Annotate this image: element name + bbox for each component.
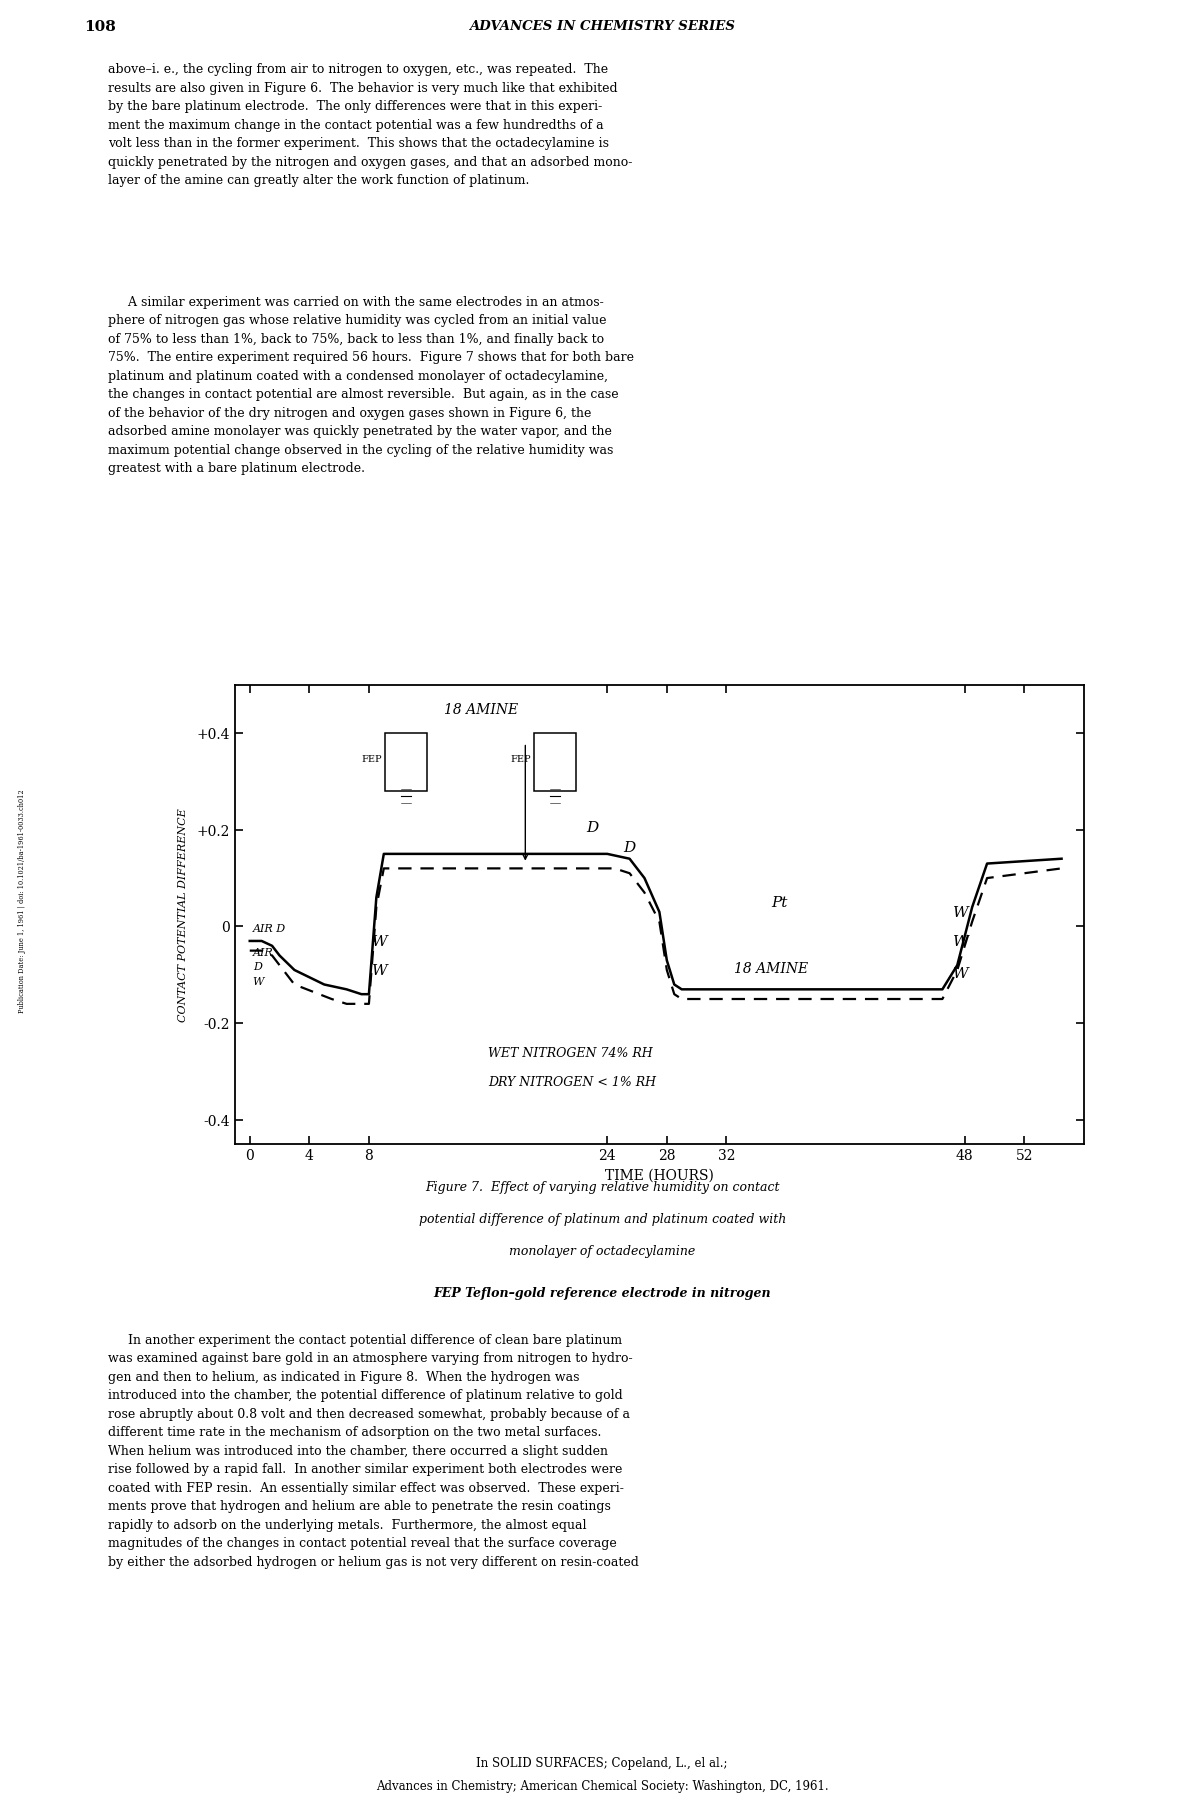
Text: V: V	[551, 778, 559, 787]
Text: In SOLID SURFACES; Copeland, L., el al.;: In SOLID SURFACES; Copeland, L., el al.;	[477, 1757, 727, 1770]
Text: D: D	[586, 822, 598, 836]
Text: D: D	[624, 842, 636, 854]
Text: above–i. e., the cycling from air to nitrogen to oxygen, etc., was repeated.  Th: above–i. e., the cycling from air to nit…	[108, 63, 632, 187]
Text: Figure 7.  Effect of varying relative humidity on contact: Figure 7. Effect of varying relative hum…	[425, 1180, 779, 1193]
Text: W: W	[952, 966, 968, 980]
Text: V: V	[402, 778, 409, 787]
Text: AIR: AIR	[253, 948, 273, 957]
Text: 108: 108	[84, 20, 116, 34]
Text: W: W	[952, 935, 968, 950]
Text: Pt: Pt	[396, 746, 407, 755]
Text: Au: Au	[553, 755, 566, 764]
Text: WET NITROGEN 74% RH: WET NITROGEN 74% RH	[488, 1047, 653, 1060]
Text: 18 AMINE: 18 AMINE	[733, 962, 808, 975]
Text: A similar experiment was carried on with the same electrodes in an atmos-
phere : A similar experiment was carried on with…	[108, 296, 635, 476]
Bar	[535, 733, 576, 791]
Text: D: D	[253, 962, 261, 971]
Text: monolayer of octadecylamine: monolayer of octadecylamine	[509, 1245, 695, 1258]
Text: Advances in Chemistry; American Chemical Society: Washington, DC, 1961.: Advances in Chemistry; American Chemical…	[376, 1780, 828, 1793]
Bar	[385, 733, 427, 791]
Text: 18 AMINE: 18 AMINE	[443, 703, 518, 717]
Text: AIR D: AIR D	[253, 923, 285, 933]
Text: In another experiment the contact potential difference of clean bare platinum
wa: In another experiment the contact potent…	[108, 1333, 639, 1568]
Text: W: W	[372, 935, 388, 950]
Text: FEP: FEP	[361, 755, 382, 764]
Text: DRY NITROGEN < 1% RH: DRY NITROGEN < 1% RH	[488, 1076, 656, 1088]
Text: W: W	[372, 964, 388, 978]
Text: Pt: Pt	[545, 746, 556, 755]
Text: Pt: Pt	[771, 896, 787, 910]
Text: potential difference of platinum and platinum coated with: potential difference of platinum and pla…	[419, 1213, 785, 1225]
Text: FEP: FEP	[510, 755, 531, 764]
Text: W: W	[253, 977, 264, 987]
Y-axis label: CONTACT POTENTIAL DIFFERENCE: CONTACT POTENTIAL DIFFERENCE	[178, 807, 188, 1022]
Text: W: W	[952, 906, 968, 921]
X-axis label: TIME (HOURS): TIME (HOURS)	[604, 1169, 714, 1182]
Text: FEP Teflon–gold reference electrode in nitrogen: FEP Teflon–gold reference electrode in n…	[433, 1287, 771, 1299]
Text: ADVANCES IN CHEMISTRY SERIES: ADVANCES IN CHEMISTRY SERIES	[470, 20, 734, 32]
Text: Publication Date: June 1, 1961 | doi: 10.1021/ba-1961-0033.ch012: Publication Date: June 1, 1961 | doi: 10…	[18, 789, 25, 1013]
Text: Au: Au	[403, 755, 417, 764]
